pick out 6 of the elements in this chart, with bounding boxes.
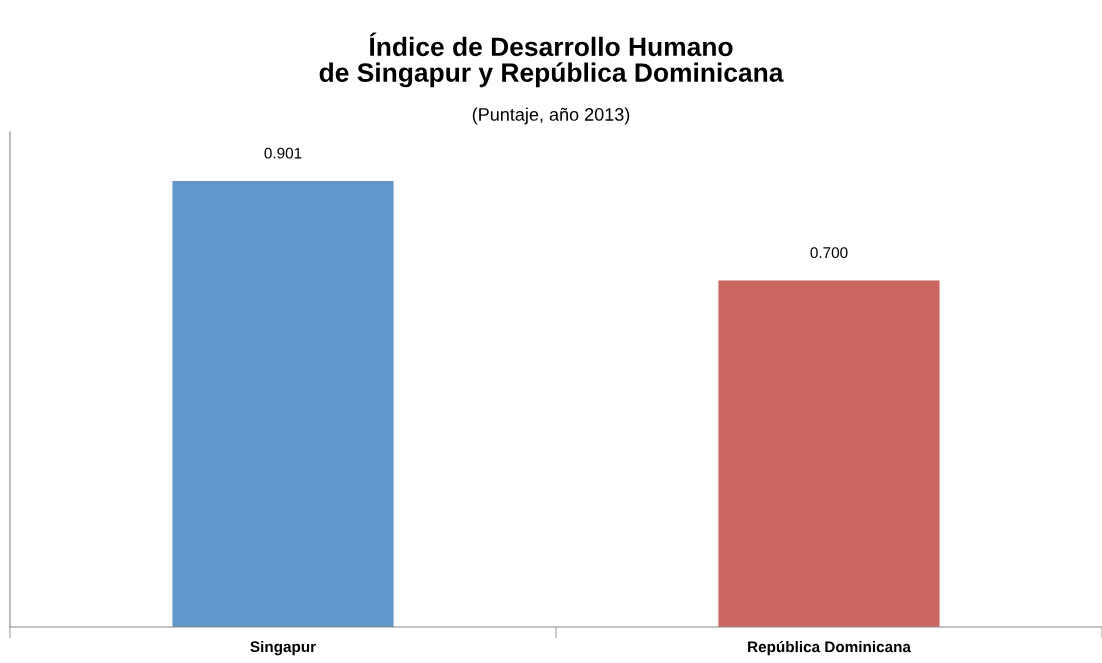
chart-subtitle: (Puntaje, año 2013) <box>472 107 630 125</box>
chart-title: Índice de Desarrollo Humano de Singapur y República Dominicana <box>319 32 784 88</box>
data-label: 0.700 <box>810 247 848 259</box>
x-tick-label: Singapur <box>250 640 316 656</box>
x-tick-label: República Dominicana <box>748 640 912 656</box>
data-label: 0.901 <box>264 147 302 159</box>
